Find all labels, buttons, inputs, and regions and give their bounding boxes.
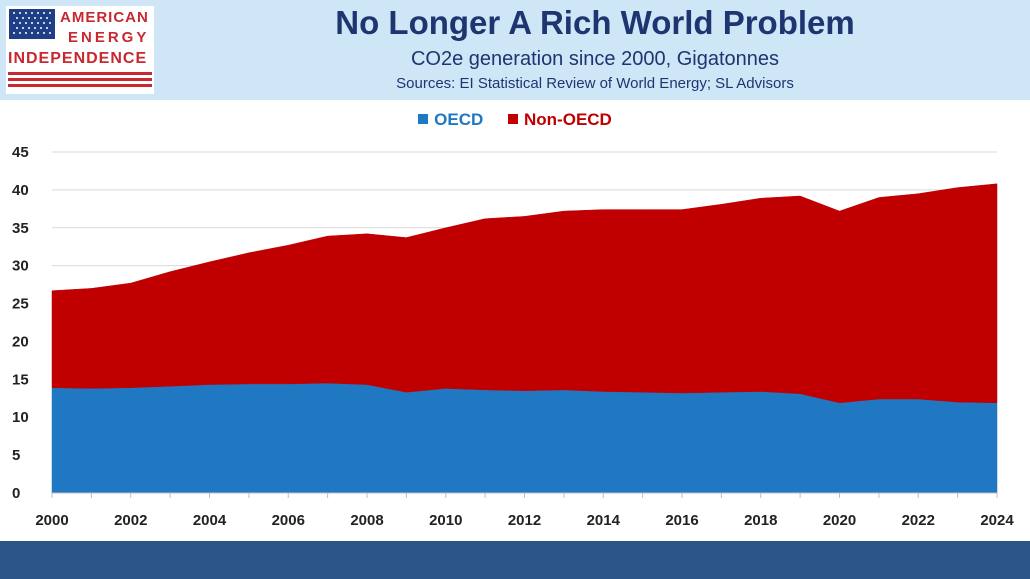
x-tick-label: 2022 <box>902 512 935 529</box>
legend-label-oecd: OECD <box>434 110 484 129</box>
page-title: No Longer A Rich World Problem <box>335 4 855 41</box>
legend-item-oecd: OECD <box>418 110 483 130</box>
legend-item-non-oecd: Non-OECD <box>508 110 612 130</box>
area-non-oecd <box>51 183 998 404</box>
x-tick-label: 2006 <box>272 512 305 529</box>
logo-text-line-1: AMERICAN <box>60 9 149 26</box>
logo-stripes <box>8 72 152 90</box>
y-tick-label: 30 <box>12 258 29 275</box>
stacked-area-chart: 0 5 10 15 20 25 30 35 40 45 2000 2002 2004 2006 2008 20… <box>12 144 1014 529</box>
x-tick-label: 2002 <box>114 512 147 529</box>
y-tick-label: 10 <box>12 409 29 426</box>
x-tick-label: 2012 <box>508 512 541 529</box>
logo-text-line-3: INDEPENDENCE <box>8 50 148 67</box>
y-tick-label: 15 <box>12 371 29 388</box>
y-tick-label: 40 <box>12 182 29 199</box>
x-tick-label: 2018 <box>744 512 777 529</box>
x-tick-label: 2010 <box>429 512 462 529</box>
y-tick-label: 5 <box>12 447 20 464</box>
x-tick-label: 2020 <box>823 512 856 529</box>
y-tick-label: 35 <box>12 220 29 237</box>
x-tick-label: 2016 <box>665 512 698 529</box>
chart-subtitle: CO2e generation since 2000, Gigatonnes <box>410 48 780 70</box>
chart-sources: Sources: EI Statistical Review of World … <box>396 75 794 92</box>
legend-swatch-non-oecd <box>508 114 519 124</box>
us-flag-icon <box>9 9 55 39</box>
y-tick-label: 0 <box>12 485 20 502</box>
x-tick-label: 2008 <box>350 512 383 529</box>
y-tick-label: 20 <box>12 333 29 350</box>
header-banner: AMERICAN ENERGY INDEPENDENCE No Longer A… <box>0 0 1030 100</box>
x-tick-label: 2024 <box>980 512 1014 529</box>
x-tick-label: 2014 <box>587 512 621 529</box>
brand-logo: AMERICAN ENERGY INDEPENDENCE <box>6 6 154 94</box>
x-tick-label: 2000 <box>35 512 68 529</box>
y-tick-label: 45 <box>12 144 29 161</box>
legend-label-non-oecd: Non-OECD <box>524 110 612 129</box>
x-tick-label: 2004 <box>193 512 227 529</box>
y-tick-label: 25 <box>12 296 29 313</box>
chart-legend: OECD Non-OECD <box>0 110 1030 130</box>
footer-bar <box>0 541 1030 579</box>
legend-swatch-oecd <box>418 114 429 124</box>
logo-text-line-2: ENERGY <box>68 29 150 46</box>
